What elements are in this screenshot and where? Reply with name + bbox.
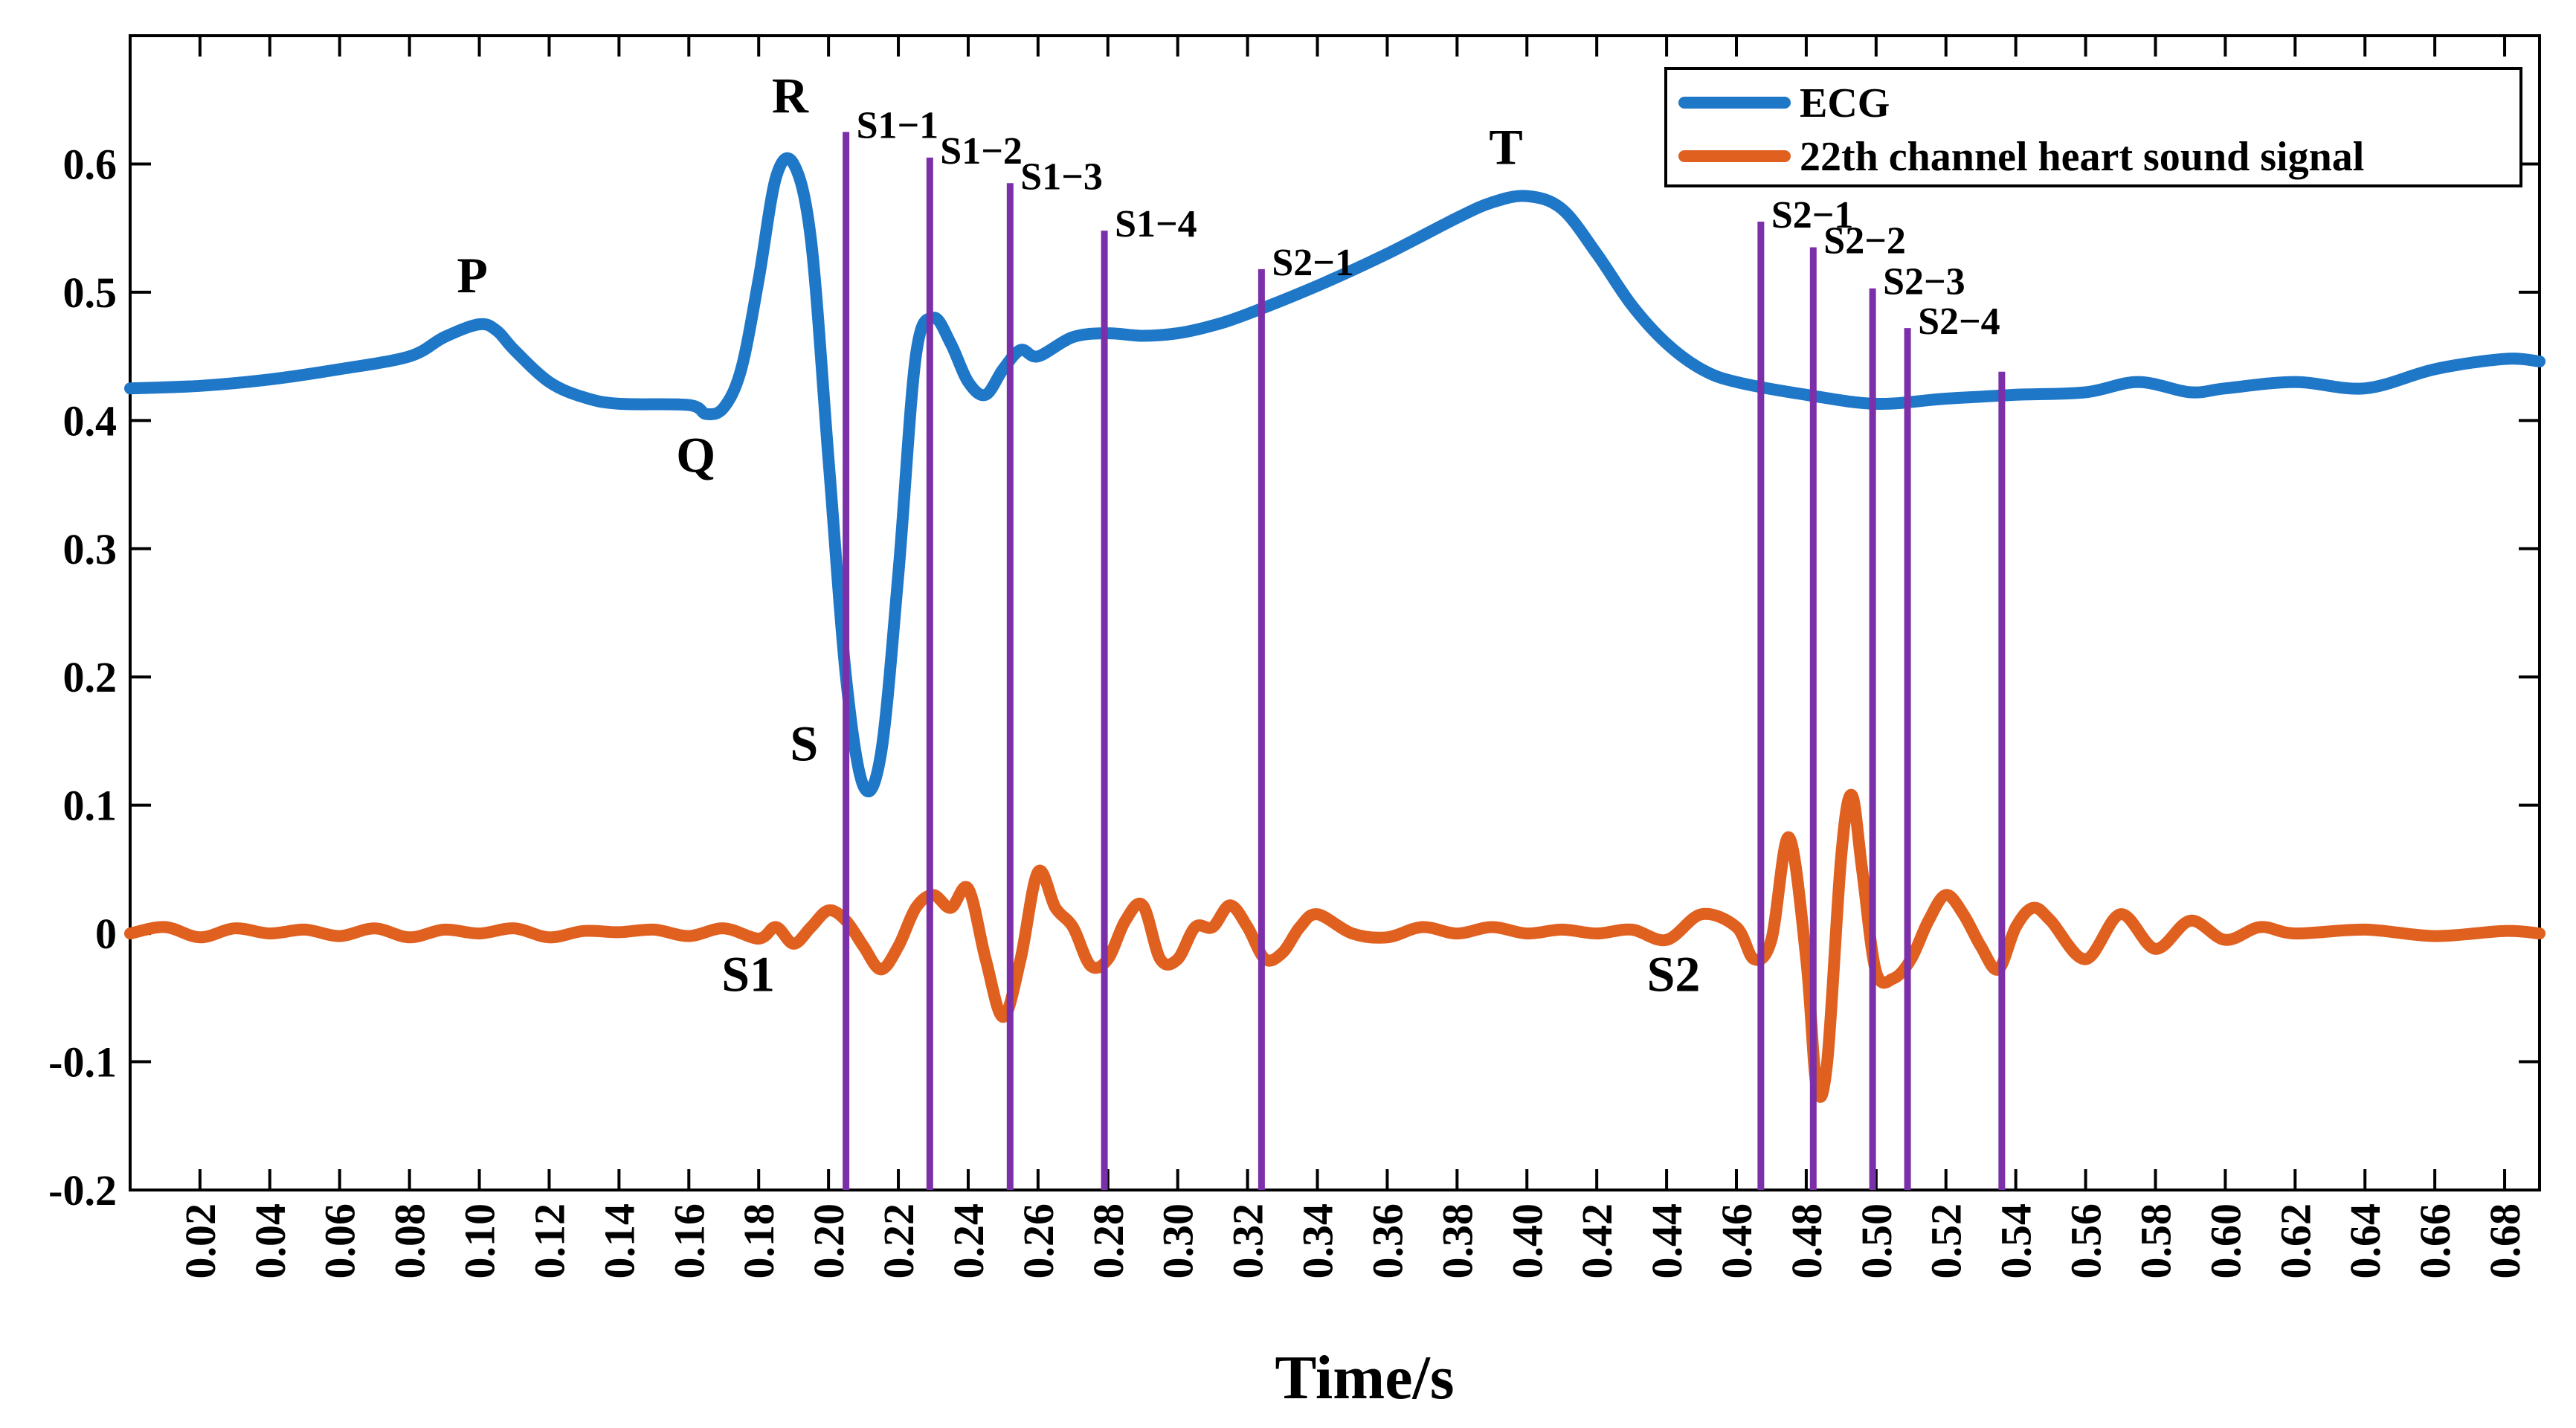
legend-box <box>1664 67 2522 187</box>
x-tick-label: 0.42 <box>1573 1203 1621 1279</box>
x-tick-label: 0.22 <box>875 1203 923 1279</box>
x-tick-label: 0.20 <box>805 1203 853 1279</box>
x-tick-label: 0.06 <box>316 1203 364 1279</box>
x-tick-label: 0.40 <box>1503 1203 1551 1279</box>
marker-label: S1−4 <box>1115 203 1197 245</box>
marker-label: S1−3 <box>1020 155 1103 198</box>
y-tick-label: 0.5 <box>63 268 117 317</box>
x-tick-label: 0.64 <box>2341 1203 2389 1279</box>
x-tick-label: 0.34 <box>1294 1203 1342 1279</box>
x-tick-label: 0.52 <box>1922 1203 1971 1279</box>
y-tick-label: -0.2 <box>48 1166 117 1215</box>
x-tick-label: 0.36 <box>1363 1203 1411 1279</box>
plot-axes: -0.2 -0.1 0 0.1 0.2 0.3 0.4 0.5 0.6 0.02 0.04 0.06 0… <box>48 34 2541 1279</box>
x-tick-label: 0.30 <box>1154 1203 1202 1279</box>
y-tick-label: -0.1 <box>48 1038 117 1087</box>
wave-label: S2 <box>1647 946 1701 1003</box>
x-tick-label: 0.18 <box>735 1203 783 1279</box>
x-tick-label: 0.54 <box>1992 1203 2041 1279</box>
x-tick-label: 0.16 <box>665 1203 713 1279</box>
x-tick-label: 0.56 <box>2062 1203 2110 1279</box>
y-tick-label: 0.1 <box>63 782 117 830</box>
wave-label: T <box>1489 118 1522 175</box>
wave-annotations: P Q R S T S1 S2 <box>457 67 1700 1002</box>
x-tick-label: 0.62 <box>2271 1203 2319 1279</box>
x-tick-label: 0.48 <box>1783 1203 1831 1279</box>
x-tick-label: 0.08 <box>386 1203 434 1279</box>
x-tick-label: 0.60 <box>2201 1203 2250 1279</box>
x-tick-label: 0.26 <box>1014 1203 1063 1279</box>
x-tick-label: 0.46 <box>1713 1203 1761 1279</box>
y-tick-label: 0.3 <box>63 525 117 573</box>
x-tick-label: 0.02 <box>176 1203 225 1279</box>
legend-entry-label: 22th channel heart sound signal <box>1800 134 2364 180</box>
x-tick-label: 0.50 <box>1852 1203 1901 1279</box>
plot-frame <box>129 34 2541 1191</box>
marker-label: S1−2 <box>940 130 1023 173</box>
legend: ECG 22th channel heart sound signal <box>1664 67 2522 187</box>
legend-entry-label: ECG <box>1800 80 1890 126</box>
x-tick-label: 0.04 <box>246 1203 294 1279</box>
x-tick-label: 0.44 <box>1643 1203 1691 1279</box>
y-tick-label: 0 <box>95 910 117 958</box>
marker-label: S2−1 <box>1771 194 1854 237</box>
x-tick-label: 0.14 <box>595 1203 643 1279</box>
x-tick-label: 0.32 <box>1224 1203 1272 1279</box>
x-tick-label: 0.38 <box>1433 1203 1481 1279</box>
marker-label: S2−4 <box>1918 300 2000 343</box>
x-tick-label: 0.24 <box>944 1203 993 1279</box>
y-tick-label: 0.6 <box>63 140 117 188</box>
wave-label: S1 <box>721 946 775 1003</box>
heart-sound-line <box>124 788 2546 1103</box>
x-tick-label: 0.66 <box>2411 1203 2459 1279</box>
wave-label: R <box>772 67 809 123</box>
marker-label: S2−1 <box>1272 242 1354 284</box>
x-tick-label: 0.10 <box>456 1203 504 1279</box>
marker-label: S2−2 <box>1823 220 1906 263</box>
wave-label: S <box>790 715 818 771</box>
marker-label: S2−3 <box>1883 261 1965 303</box>
x-tick-label: 0.68 <box>2481 1203 2529 1279</box>
wave-label: P <box>457 247 488 303</box>
marker-label: S1−1 <box>857 104 939 147</box>
x-tick-label: 0.12 <box>525 1203 573 1279</box>
vertical-markers: S1−1S1−2S1−3S1−4S2−1S2−1S2−2S2−3S2−4 <box>843 104 2006 1190</box>
wave-label: Q <box>676 426 715 483</box>
x-tick-label: 0.58 <box>2131 1203 2180 1279</box>
y-tick-label: 0.2 <box>63 653 117 701</box>
heart-sound-series <box>124 788 2546 1103</box>
x-axis-label: Time/s <box>1275 1343 1454 1412</box>
y-tick-label: 0.4 <box>63 396 117 445</box>
x-tick-label: 0.28 <box>1084 1203 1133 1279</box>
